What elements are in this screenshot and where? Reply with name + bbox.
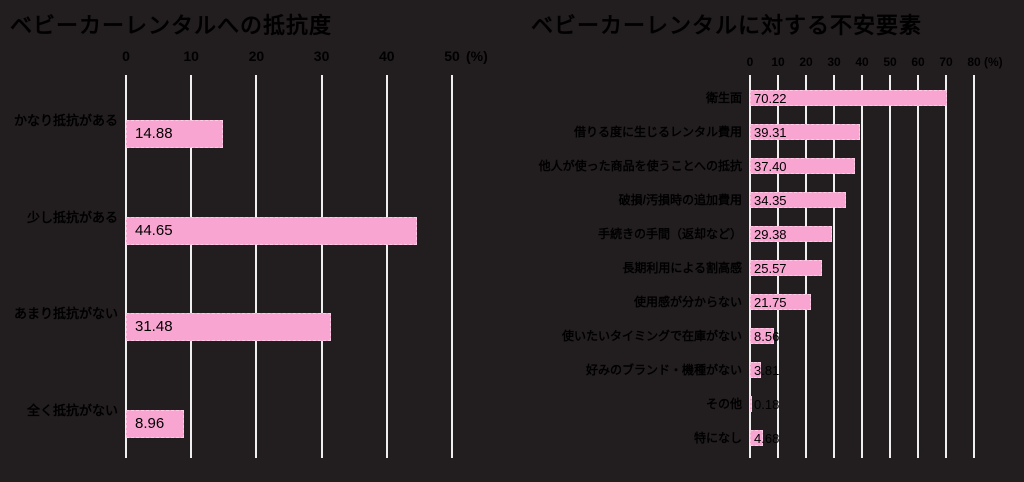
x-tick-label: 70	[939, 55, 953, 69]
bar-value-label: 34.35	[754, 192, 787, 208]
category-label: 使用感が分からない	[633, 295, 742, 309]
x-tick-label: 40	[855, 55, 869, 69]
bar	[750, 192, 847, 208]
category-label: 使いたいタイミングで在庫がない	[561, 329, 742, 343]
category-label: 手続きの手間（返却など）	[597, 227, 742, 241]
bar	[750, 294, 811, 310]
bar-value-label: 37.40	[754, 158, 787, 174]
x-tick-label: 80	[967, 55, 981, 69]
bar	[750, 158, 855, 174]
bar-value-label: 25.57	[754, 260, 787, 276]
bar-value-label: 4.68	[754, 430, 780, 446]
gridline	[385, 75, 388, 458]
bar-value-label: 8.96	[135, 414, 165, 432]
gridline	[125, 75, 127, 458]
category-label: 破損/汚損時の追加費用	[618, 193, 742, 207]
x-tick-label: 20	[248, 48, 265, 64]
bar-value-label: 21.75	[754, 294, 787, 310]
category-label: 特になし	[693, 431, 742, 445]
bar	[750, 328, 774, 344]
bar	[750, 430, 764, 446]
gridline	[945, 75, 947, 458]
category-label: 衛生面	[705, 91, 742, 105]
gridline	[833, 75, 835, 458]
bar	[126, 313, 332, 342]
x-tick-label: 30	[827, 55, 841, 69]
category-label: その他	[705, 397, 742, 411]
category-label: あまり抵抗がない	[13, 306, 118, 322]
bar	[750, 90, 947, 106]
bar	[126, 120, 224, 148]
chart-anxiety-factors: ベビーカーレンタルに対する不安要素 0 10 20 30 40 50 60 70 80 (%) 衛生…	[512, 0, 1024, 482]
bar	[750, 362, 761, 378]
bar-value-label: 0.18	[754, 396, 780, 412]
percent-unit-label: (%)	[466, 48, 488, 64]
x-tick-label: 40	[379, 48, 395, 64]
category-label: かなり抵抗がある	[13, 113, 118, 128]
bar	[750, 260, 822, 276]
bar-value-label: 14.88	[135, 125, 173, 142]
bar	[750, 396, 752, 412]
plot-area: 0 10 20 30 40 50 (%) かなり抵抗がある 14.88 少し抵抗がある 44.65 あ…	[13, 48, 488, 458]
gridline	[973, 75, 975, 458]
gridline	[255, 75, 258, 458]
bar	[750, 124, 861, 140]
bar-value-label: 3.81	[754, 362, 780, 378]
chart-rental-resistance: ベビーカーレンタルへの抵抗度 0 10 20 30 40 50 (%) かなり抵抗がある 14.…	[10, 13, 488, 458]
gridline	[861, 75, 863, 458]
x-tick-label: 0	[746, 55, 754, 69]
bar-value-label: 39.31	[754, 124, 787, 140]
x-tick-label: 0	[122, 48, 130, 64]
bar-value-label: 8.56	[754, 328, 780, 344]
x-tick-label: 10	[771, 55, 785, 69]
gridline	[451, 75, 453, 458]
bar-value-label: 44.65	[135, 221, 173, 239]
percent-unit-label: (%)	[984, 55, 1003, 69]
bar	[126, 216, 418, 245]
bar-value-label: 70.22	[754, 90, 787, 106]
chart-title: ベビーカーレンタルへの抵抗度	[10, 13, 333, 38]
gridline	[190, 75, 193, 458]
gridline	[917, 75, 919, 458]
plot-area: 0 10 20 30 40 50 60 70 80 (%) 衛生面 70.22 借りる度に生じるレンタル…	[512, 0, 1024, 482]
x-tick-label: 50	[883, 55, 897, 69]
bar-value-label: 29.38	[754, 226, 787, 242]
gridline	[889, 75, 891, 458]
x-tick-label: 60	[911, 55, 925, 69]
category-label: 好みのブランド・機種がない	[585, 363, 742, 377]
x-tick-label: 20	[799, 55, 813, 69]
bar-value-label: 31.48	[135, 318, 173, 336]
gridline	[320, 75, 323, 458]
bar	[126, 409, 185, 438]
x-tick-label: 10	[183, 48, 199, 64]
chart-title: ベビーカーレンタルに対する不安要素	[531, 13, 923, 38]
category-label: 全く抵抗がない	[26, 402, 118, 418]
category-label: 他人が使った商品を使うことへの抵抗	[538, 159, 742, 173]
category-label: 借りる度に生じるレンタル費用	[573, 125, 742, 139]
x-tick-label: 30	[313, 48, 330, 64]
category-label: 長期利用による割高感	[622, 261, 742, 275]
category-label: 少し抵抗がある	[26, 209, 118, 225]
bar	[750, 226, 833, 242]
x-tick-label: 50	[444, 48, 460, 64]
